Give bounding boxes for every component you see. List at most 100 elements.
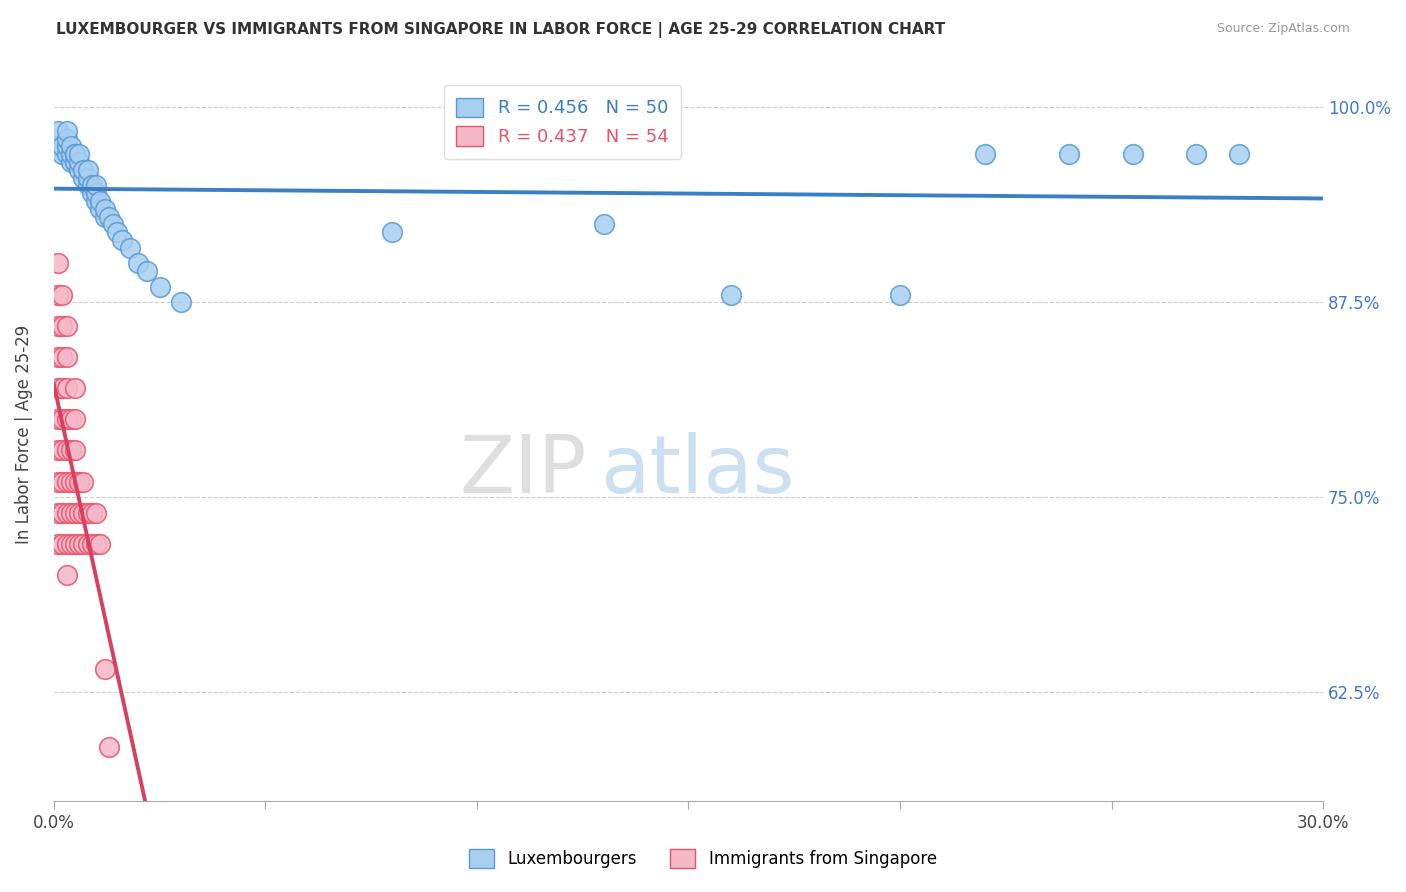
Point bbox=[63, 506, 86, 520]
Point bbox=[63, 412, 86, 426]
Point bbox=[84, 506, 107, 520]
Point bbox=[51, 287, 73, 301]
Point bbox=[63, 381, 86, 395]
Point bbox=[592, 218, 614, 232]
Point bbox=[46, 139, 69, 153]
Point bbox=[51, 506, 73, 520]
Point bbox=[51, 381, 73, 395]
Point bbox=[46, 381, 69, 395]
Point bbox=[67, 475, 90, 489]
Text: atlas: atlas bbox=[599, 433, 794, 510]
Point bbox=[51, 147, 73, 161]
Point bbox=[59, 506, 82, 520]
Point bbox=[127, 256, 149, 270]
Point bbox=[63, 443, 86, 458]
Point bbox=[101, 218, 124, 232]
Point bbox=[59, 155, 82, 169]
Point bbox=[55, 412, 77, 426]
Point bbox=[76, 506, 98, 520]
Point bbox=[135, 264, 157, 278]
Legend: R = 0.456   N = 50, R = 0.437   N = 54: R = 0.456 N = 50, R = 0.437 N = 54 bbox=[444, 85, 682, 159]
Point bbox=[55, 443, 77, 458]
Point bbox=[59, 139, 82, 153]
Point bbox=[76, 162, 98, 177]
Point bbox=[51, 412, 73, 426]
Point bbox=[80, 178, 103, 193]
Point bbox=[59, 475, 82, 489]
Point bbox=[55, 350, 77, 364]
Point bbox=[55, 381, 77, 395]
Point bbox=[973, 147, 995, 161]
Point bbox=[51, 443, 73, 458]
Point bbox=[89, 537, 111, 551]
Point bbox=[720, 287, 742, 301]
Point bbox=[46, 475, 69, 489]
Point bbox=[110, 233, 132, 247]
Point bbox=[46, 318, 69, 333]
Point bbox=[55, 506, 77, 520]
Point bbox=[1122, 147, 1144, 161]
Point bbox=[97, 739, 120, 754]
Y-axis label: In Labor Force | Age 25-29: In Labor Force | Age 25-29 bbox=[15, 326, 32, 544]
Point bbox=[84, 194, 107, 208]
Point bbox=[46, 350, 69, 364]
Point bbox=[51, 139, 73, 153]
Point bbox=[51, 537, 73, 551]
Point bbox=[72, 170, 94, 185]
Point bbox=[59, 412, 82, 426]
Point bbox=[63, 147, 86, 161]
Point bbox=[46, 506, 69, 520]
Point bbox=[1059, 147, 1081, 161]
Point bbox=[46, 537, 69, 551]
Point bbox=[55, 318, 77, 333]
Point bbox=[63, 537, 86, 551]
Point bbox=[55, 568, 77, 582]
Point bbox=[55, 124, 77, 138]
Point bbox=[89, 194, 111, 208]
Point bbox=[1227, 147, 1250, 161]
Point bbox=[76, 170, 98, 185]
Point bbox=[63, 155, 86, 169]
Point bbox=[80, 537, 103, 551]
Point bbox=[46, 256, 69, 270]
Point bbox=[149, 279, 172, 293]
Point bbox=[84, 186, 107, 201]
Point bbox=[76, 178, 98, 193]
Point bbox=[59, 537, 82, 551]
Point bbox=[63, 475, 86, 489]
Point bbox=[93, 202, 115, 216]
Point bbox=[67, 155, 90, 169]
Point bbox=[93, 210, 115, 224]
Point bbox=[55, 139, 77, 153]
Point bbox=[63, 147, 86, 161]
Point bbox=[80, 186, 103, 201]
Point bbox=[72, 537, 94, 551]
Point bbox=[63, 155, 86, 169]
Point bbox=[67, 147, 90, 161]
Point bbox=[55, 147, 77, 161]
Point bbox=[51, 350, 73, 364]
Point bbox=[97, 210, 120, 224]
Point bbox=[89, 202, 111, 216]
Point bbox=[67, 537, 90, 551]
Point bbox=[51, 475, 73, 489]
Point bbox=[84, 178, 107, 193]
Point bbox=[59, 147, 82, 161]
Point bbox=[84, 537, 107, 551]
Point bbox=[46, 124, 69, 138]
Point bbox=[105, 225, 128, 239]
Point bbox=[46, 287, 69, 301]
Point bbox=[72, 506, 94, 520]
Point bbox=[80, 506, 103, 520]
Point bbox=[72, 475, 94, 489]
Text: Source: ZipAtlas.com: Source: ZipAtlas.com bbox=[1216, 22, 1350, 36]
Point bbox=[46, 443, 69, 458]
Point bbox=[118, 241, 141, 255]
Point bbox=[46, 412, 69, 426]
Point bbox=[59, 443, 82, 458]
Point bbox=[170, 295, 193, 310]
Point bbox=[1185, 147, 1208, 161]
Point bbox=[51, 318, 73, 333]
Point bbox=[76, 537, 98, 551]
Point bbox=[889, 287, 911, 301]
